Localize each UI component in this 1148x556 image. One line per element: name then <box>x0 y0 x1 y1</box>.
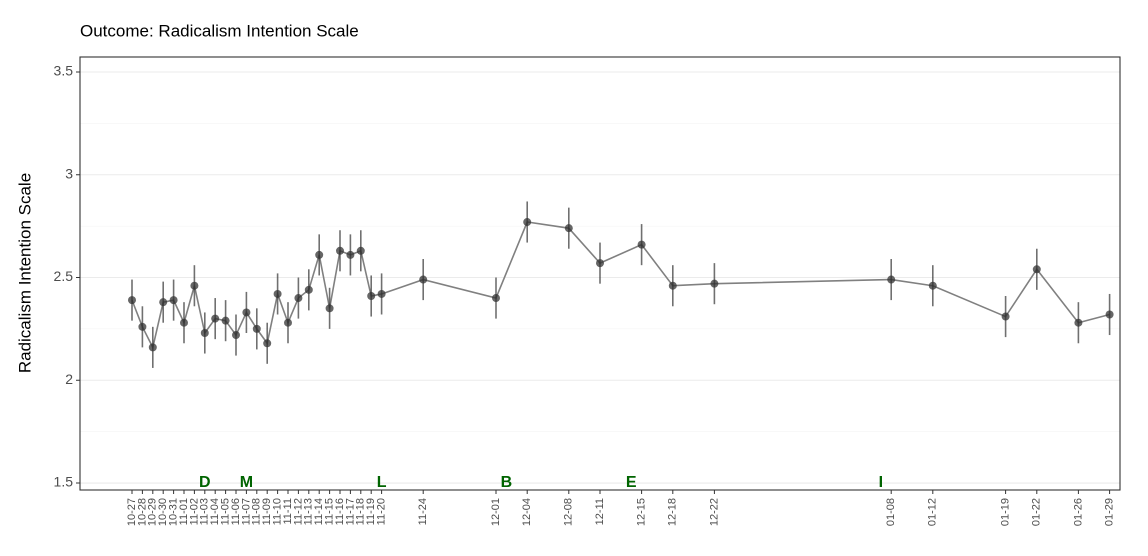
annotation: E <box>626 474 637 491</box>
x-tick-label: 11-17 <box>344 498 356 525</box>
point <box>200 328 209 337</box>
x-tick-label: 11-09 <box>261 498 273 525</box>
point <box>159 298 168 307</box>
x-tick-label: 01-12 <box>927 498 939 526</box>
point <box>128 296 136 305</box>
x-tick-label: 11-20 <box>376 498 388 525</box>
x-tick-label: 11-18 <box>355 498 367 525</box>
x-tick-label: 12-08 <box>563 498 575 526</box>
point <box>252 324 261 333</box>
point <box>273 289 282 298</box>
x-tick-label: 11-15 <box>324 498 336 525</box>
x-tick-label: 10-28 <box>136 498 148 526</box>
x-tick-label: 11-24 <box>417 498 429 525</box>
point <box>367 292 376 301</box>
point <box>346 250 355 259</box>
x-tick-label: 11-05 <box>220 498 232 525</box>
point <box>492 294 500 303</box>
x-tick-label: 12-04 <box>521 498 533 526</box>
x-tick-label: 11-02 <box>188 498 200 525</box>
point <box>190 281 199 290</box>
point <box>221 316 230 325</box>
x-tick-label: 01-29 <box>1104 498 1116 526</box>
x-tick-label: 12-22 <box>708 498 720 526</box>
y-tick-label: 1.5 <box>54 474 74 490</box>
point <box>325 304 334 313</box>
x-tick-label: 11-19 <box>365 498 377 525</box>
x-tick-label: 12-11 <box>594 498 606 525</box>
x-tick-label: 11-11 <box>282 498 294 525</box>
annotation: M <box>240 474 253 491</box>
point <box>1032 265 1041 274</box>
point <box>263 339 272 348</box>
x-tick-label: 11-01 <box>178 498 190 525</box>
plot-border <box>79 56 1121 491</box>
x-tick-label: 11-08 <box>251 498 263 525</box>
point <box>284 318 292 327</box>
annotation: L <box>377 474 387 491</box>
x-tick-label: 01-22 <box>1031 498 1043 526</box>
point <box>668 281 677 290</box>
x-tick-label: 10-30 <box>157 498 169 526</box>
y-tick-label: 3 <box>65 165 73 181</box>
point <box>928 281 937 290</box>
point <box>304 285 313 294</box>
point <box>1001 312 1010 321</box>
y-tick-label: 2 <box>65 371 73 387</box>
point <box>294 294 303 303</box>
annotation: I <box>879 474 883 491</box>
point <box>315 250 324 259</box>
annotation: D <box>199 474 211 491</box>
point <box>336 246 344 255</box>
point <box>710 279 719 288</box>
annotation: B <box>501 474 513 491</box>
x-tick-label: 01-26 <box>1072 498 1084 526</box>
point <box>232 331 240 340</box>
y-tick-label: 3.5 <box>54 63 74 79</box>
point <box>242 308 251 317</box>
x-tick-label: 11-07 <box>240 498 252 525</box>
y-axis-label: Radicalism Intention Scale <box>15 173 34 373</box>
point <box>523 218 532 227</box>
x-tick-label: 10-29 <box>147 498 159 526</box>
x-tick-label: 10-31 <box>168 498 180 526</box>
chart-title: Outcome: Radicalism Intention Scale <box>80 21 359 40</box>
x-tick-label: 01-08 <box>885 498 897 526</box>
point <box>377 289 386 298</box>
point <box>138 322 147 331</box>
point <box>1105 310 1114 319</box>
x-tick-label: 11-03 <box>199 498 211 525</box>
point <box>596 259 604 268</box>
point <box>211 314 220 323</box>
x-tick-label: 11-13 <box>303 498 315 525</box>
x-tick-label: 10-27 <box>126 498 138 526</box>
point <box>180 318 188 327</box>
x-tick-label: 11-16 <box>334 498 346 525</box>
point <box>169 296 178 305</box>
point <box>148 343 157 352</box>
x-tick-label: 11-14 <box>313 498 325 525</box>
point <box>887 275 896 284</box>
point <box>1074 318 1083 327</box>
point <box>564 224 573 233</box>
x-tick-label: 11-12 <box>292 498 304 525</box>
x-tick-label: 01-19 <box>1000 498 1012 526</box>
point <box>637 240 646 249</box>
point <box>356 246 365 255</box>
x-tick-label: 11-06 <box>230 498 242 525</box>
x-tick-label: 11-04 <box>209 498 221 525</box>
y-tick-label: 2.5 <box>54 268 74 284</box>
x-tick-label: 12-18 <box>667 498 679 526</box>
x-tick-label: 12-15 <box>636 498 648 526</box>
x-tick-label: 11-10 <box>272 498 284 525</box>
point <box>419 275 428 284</box>
series-line <box>131 221 1110 350</box>
x-tick-label: 12-01 <box>490 498 502 526</box>
